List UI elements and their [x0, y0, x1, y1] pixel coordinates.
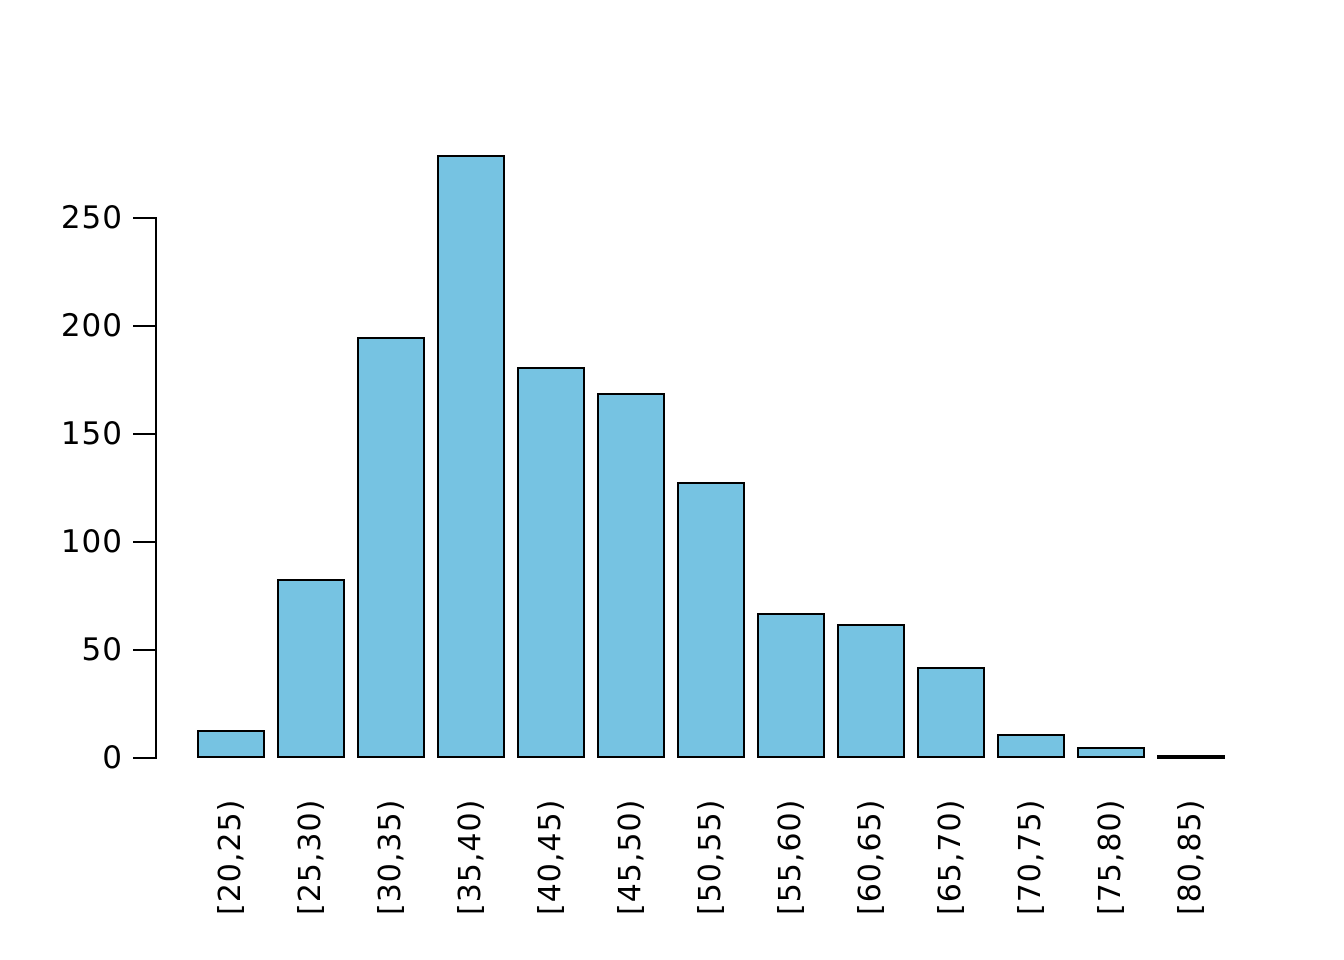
y-tick-mark	[133, 541, 157, 543]
y-tick-label: 100	[60, 524, 123, 560]
histogram-bar	[917, 667, 985, 758]
x-tick-label: [20,25)	[213, 798, 248, 915]
histogram-bar	[197, 730, 265, 758]
histogram-bar	[837, 624, 905, 758]
histogram-bar	[677, 482, 745, 758]
y-tick-label: 0	[102, 740, 123, 776]
y-tick-label: 250	[60, 200, 123, 236]
x-tick-label: [65,70)	[933, 798, 968, 915]
histogram-bar	[1077, 747, 1145, 758]
y-tick-label: 50	[81, 632, 123, 668]
y-tick-label: 150	[60, 416, 123, 452]
y-tick-mark	[133, 217, 157, 219]
x-tick-label: [35,40)	[453, 798, 488, 915]
histogram-bar	[757, 613, 825, 758]
x-tick-label: [25,30)	[293, 798, 328, 915]
y-tick-label: 200	[60, 308, 123, 344]
histogram-bar	[597, 393, 665, 758]
y-tick-mark	[133, 757, 157, 759]
histogram-bar	[1157, 755, 1225, 759]
x-tick-label: [45,50)	[613, 798, 648, 915]
x-tick-label: [55,60)	[773, 798, 808, 915]
histogram-bar	[517, 367, 585, 758]
x-tick-label: [40,45)	[533, 798, 568, 915]
y-axis-line	[155, 217, 157, 758]
x-tick-label: [70,75)	[1013, 798, 1048, 915]
x-tick-label: [80,85)	[1173, 798, 1208, 915]
x-tick-label: [75,80)	[1093, 798, 1128, 915]
histogram-bar	[357, 337, 425, 758]
histogram-bar	[437, 155, 505, 758]
y-tick-mark	[133, 325, 157, 327]
histogram-bar	[997, 734, 1065, 758]
y-tick-mark	[133, 649, 157, 651]
histogram-bar	[277, 579, 345, 758]
x-tick-label: [50,55)	[693, 798, 728, 915]
x-tick-label: [30,35)	[373, 798, 408, 915]
y-tick-mark	[133, 433, 157, 435]
x-tick-label: [60,65)	[853, 798, 888, 915]
